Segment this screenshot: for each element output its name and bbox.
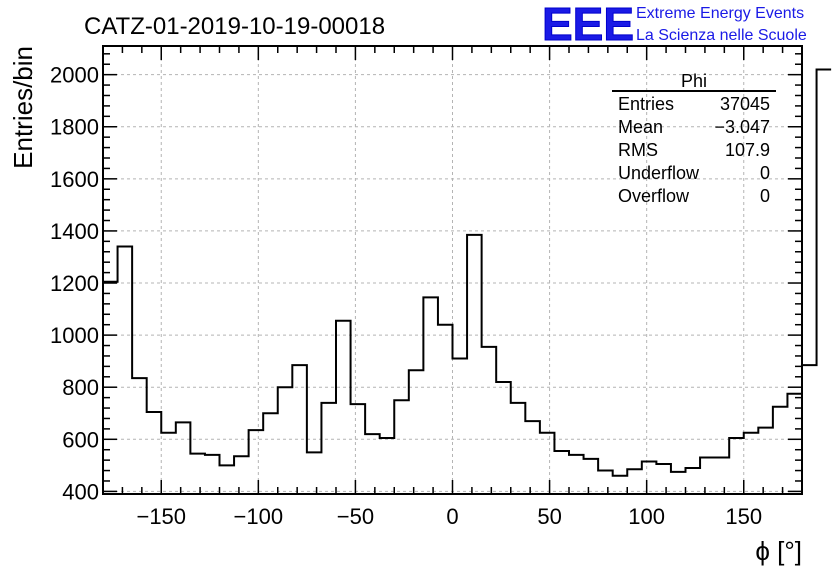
y-tick-label: 600 (62, 427, 99, 452)
logo-line-2: La Scienza nelle Scuole (636, 27, 807, 44)
stats-value-mean: −3.047 (714, 117, 770, 137)
x-tick-label: −150 (136, 504, 186, 529)
stats-value-underflow: 0 (760, 163, 770, 183)
eee-logo-mark: EEE (542, 0, 634, 50)
y-tick-label: 1600 (50, 167, 99, 192)
y-tick-label: 1000 (50, 323, 99, 348)
stats-label-mean: Mean (618, 117, 663, 137)
stats-label-entries: Entries (618, 94, 674, 114)
y-tick-label: 800 (62, 375, 99, 400)
x-tick-label: 50 (537, 504, 561, 529)
y-tick-label: 400 (62, 479, 99, 504)
y-tick-label: 1800 (50, 115, 99, 140)
y-tick-label: 1400 (50, 219, 99, 244)
stats-box: Phi Entries 37045 Mean −3.047 RMS 107.9 … (612, 71, 776, 206)
stats-label-rms: RMS (618, 140, 658, 160)
y-tick-label: 2000 (50, 63, 99, 88)
chart-title: CATZ-01-2019-10-19-00018 (84, 13, 385, 40)
logo-line-1: Extreme Energy Events (636, 5, 804, 22)
x-tick-label: 0 (446, 504, 458, 529)
x-tick-label: 150 (725, 504, 762, 529)
stats-value-rms: 107.9 (725, 140, 770, 160)
x-axis-label: ϕ [°] (755, 536, 802, 566)
y-tick-labels: 400 600 800 1000 1200 1400 1600 1800 2000 (50, 63, 99, 505)
stats-title: Phi (681, 71, 707, 91)
stats-label-underflow: Underflow (618, 163, 700, 183)
grid-lines (103, 46, 802, 494)
y-tick-label: 1200 (50, 271, 99, 296)
x-tick-label: −50 (337, 504, 374, 529)
x-tick-label: 100 (628, 504, 665, 529)
y-axis-label: Entries/bin (8, 46, 38, 169)
stats-value-entries: 37045 (720, 94, 770, 114)
x-tick-labels: −150 −100 −50 0 50 100 150 (136, 504, 762, 529)
stats-label-overflow: Overflow (618, 186, 690, 206)
histogram-series (103, 68, 832, 477)
stats-value-overflow: 0 (760, 186, 770, 206)
axis-ticks (102, 46, 803, 494)
x-tick-label: −100 (234, 504, 284, 529)
